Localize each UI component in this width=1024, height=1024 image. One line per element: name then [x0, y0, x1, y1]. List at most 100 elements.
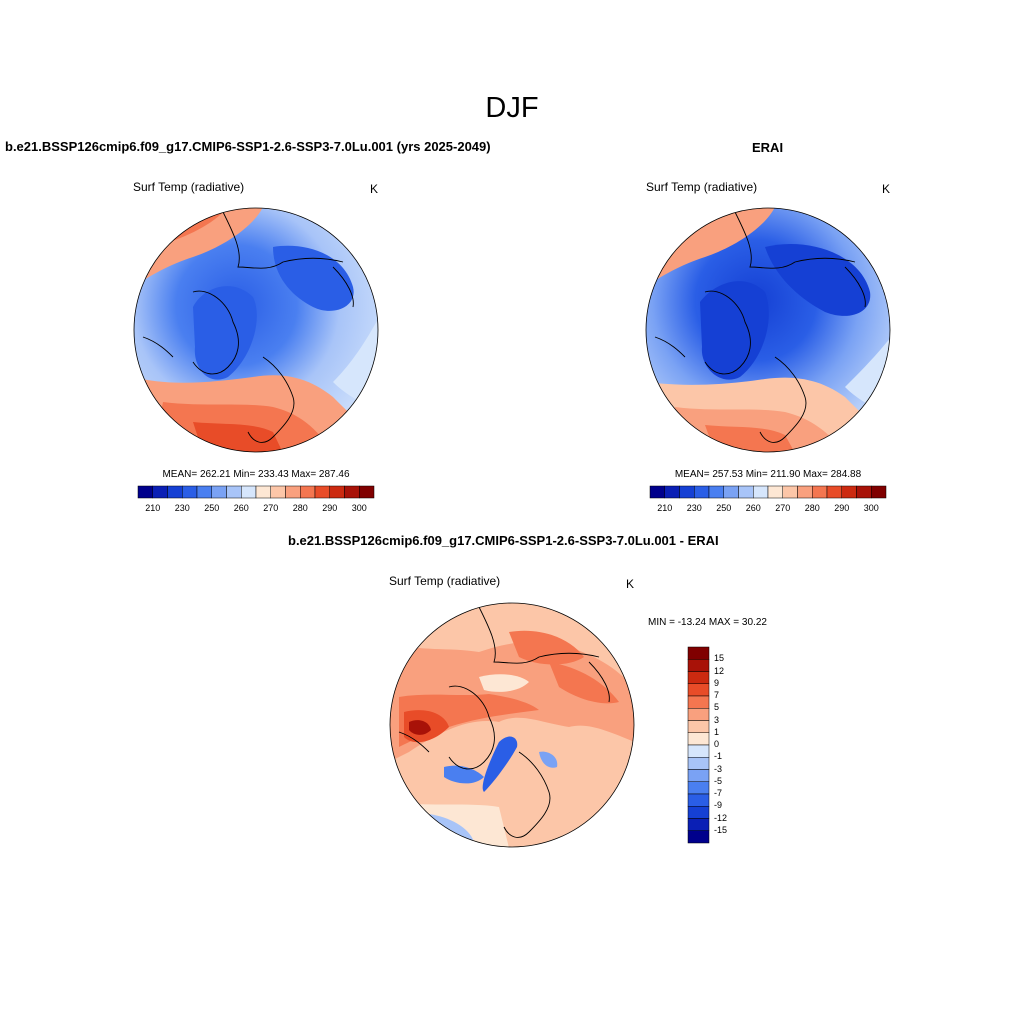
colorbar-swatch	[687, 781, 710, 795]
colorbar-swatch	[687, 769, 710, 782]
colorbar-tick-label: -1	[714, 751, 723, 762]
model-colorbar	[137, 485, 375, 499]
colorbar-tick-label: 300	[351, 503, 367, 513]
colorbar-tick-label: 15	[714, 653, 725, 664]
colorbar-swatch	[687, 646, 710, 660]
colorbar-tick-label: 250	[204, 503, 220, 513]
model-variable-label: Surf Temp (radiative)	[133, 180, 245, 194]
colorbar-swatch	[196, 485, 212, 499]
obs-variable-label: Surf Temp (radiative)	[646, 180, 758, 194]
model-colorbar-ticks: 210 230 250 260 270 280 290 300	[138, 503, 374, 515]
colorbar-tick-label: 260	[745, 503, 761, 513]
colorbar-tick-label: 290	[834, 503, 850, 513]
colorbar-swatch	[687, 659, 710, 672]
colorbar-swatch	[241, 485, 257, 499]
colorbar-tick-label: 1	[714, 726, 720, 737]
colorbar-swatch	[664, 485, 680, 499]
colorbar-swatch	[694, 485, 710, 499]
colorbar-swatch	[826, 485, 842, 499]
colorbar-swatch	[167, 485, 183, 499]
colorbar-swatch	[871, 485, 887, 499]
colorbar-swatch	[344, 485, 360, 499]
obs-units-label: K	[882, 182, 891, 196]
colorbar-swatch	[841, 485, 857, 499]
colorbar-swatch	[255, 485, 271, 499]
colorbar-swatch	[723, 485, 739, 499]
colorbar-swatch	[708, 485, 724, 499]
colorbar-tick-label: 290	[322, 503, 338, 513]
colorbar-tick-label: 5	[714, 702, 720, 713]
colorbar-tick-label: 260	[233, 503, 249, 513]
model-units-label: K	[370, 182, 379, 196]
colorbar-swatch	[687, 757, 710, 770]
model-stats-text: MEAN= 262.21 Min= 233.43 Max= 287.46	[162, 469, 350, 480]
colorbar-tick-label: 280	[804, 503, 820, 513]
diff-panel-title: b.e21.BSSP126cmip6.f09_g17.CMIP6-SSP1-2.…	[288, 533, 719, 548]
colorbar-tick-label: 3	[714, 714, 720, 725]
colorbar-tick-label: -9	[714, 800, 723, 811]
colorbar-tick-label: 270	[263, 503, 279, 513]
obs-colorbar	[649, 485, 887, 499]
model-polar-map	[133, 207, 379, 453]
colorbar-tick-label: 300	[863, 503, 879, 513]
diff-units-label: K	[626, 577, 635, 591]
diff-polar-map	[389, 602, 635, 848]
colorbar-swatch	[182, 485, 198, 499]
colorbar-swatch	[359, 485, 375, 499]
model-panel-title: b.e21.BSSP126cmip6.f09_g17.CMIP6-SSP1-2.…	[5, 139, 491, 154]
colorbar-swatch	[782, 485, 798, 499]
colorbar-tick-label: -7	[714, 788, 723, 798]
colorbar-tick-label: -12	[714, 812, 728, 823]
colorbar-swatch	[152, 485, 168, 499]
colorbar-swatch	[687, 695, 710, 709]
colorbar-tick-label: 12	[714, 665, 725, 676]
diff-variable-label: Surf Temp (radiative)	[389, 574, 501, 588]
colorbar-tick-label: 230	[686, 503, 702, 513]
colorbar-swatch	[270, 485, 286, 499]
colorbar-swatch	[687, 683, 710, 697]
colorbar-swatch	[679, 485, 695, 499]
colorbar-swatch	[300, 485, 316, 499]
obs-stats-text: MEAN= 257.53 Min= 211.90 Max= 284.88	[674, 469, 862, 480]
obs-colorbar-ticks: 210 230 250 260 270 280 290 300	[650, 503, 886, 515]
colorbar-swatch	[137, 485, 153, 499]
colorbar-swatch	[687, 818, 710, 831]
colorbar-swatch	[738, 485, 754, 499]
colorbar-swatch	[649, 485, 665, 499]
colorbar-swatch	[329, 485, 345, 499]
colorbar-swatch	[687, 732, 710, 746]
colorbar-tick-label: 230	[174, 503, 190, 513]
diff-colorbar	[687, 646, 710, 844]
figure-title: DJF	[485, 92, 539, 124]
colorbar-swatch	[687, 830, 710, 844]
colorbar-tick-label: -5	[714, 775, 723, 786]
colorbar-swatch	[285, 485, 301, 499]
colorbar-swatch	[314, 485, 330, 499]
colorbar-swatch	[687, 671, 710, 684]
colorbar-swatch	[687, 708, 710, 721]
colorbar-swatch	[856, 485, 872, 499]
colorbar-swatch	[797, 485, 813, 499]
colorbar-swatch	[687, 744, 710, 758]
colorbar-swatch	[687, 806, 710, 819]
colorbar-tick-label: -3	[714, 763, 723, 774]
colorbar-swatch	[753, 485, 769, 499]
colorbar-tick-label: 250	[716, 503, 732, 513]
obs-panel-title: ERAI	[752, 140, 784, 155]
diff-colorbar-ticks: 15 12 9 7 5 3 1 0 -1 -3 -5 -7 -9 -12 -15	[714, 647, 754, 843]
colorbar-tick-label: 9	[714, 677, 720, 688]
colorbar-tick-label: 270	[775, 503, 791, 513]
diff-minmax-text: MIN = -13.24 MAX = 30.22	[648, 617, 767, 628]
colorbar-swatch	[812, 485, 828, 499]
colorbar-tick-label: 210	[657, 503, 673, 513]
colorbar-tick-label: 280	[292, 503, 308, 513]
colorbar-swatch	[687, 793, 710, 807]
colorbar-swatch	[687, 720, 710, 733]
colorbar-tick-label: -15	[714, 824, 728, 835]
colorbar-tick-label: 0	[714, 739, 720, 749]
obs-polar-map	[645, 207, 891, 453]
colorbar-swatch	[767, 485, 783, 499]
colorbar-swatch	[211, 485, 227, 499]
colorbar-tick-label: 7	[714, 690, 720, 700]
colorbar-swatch	[226, 485, 242, 499]
